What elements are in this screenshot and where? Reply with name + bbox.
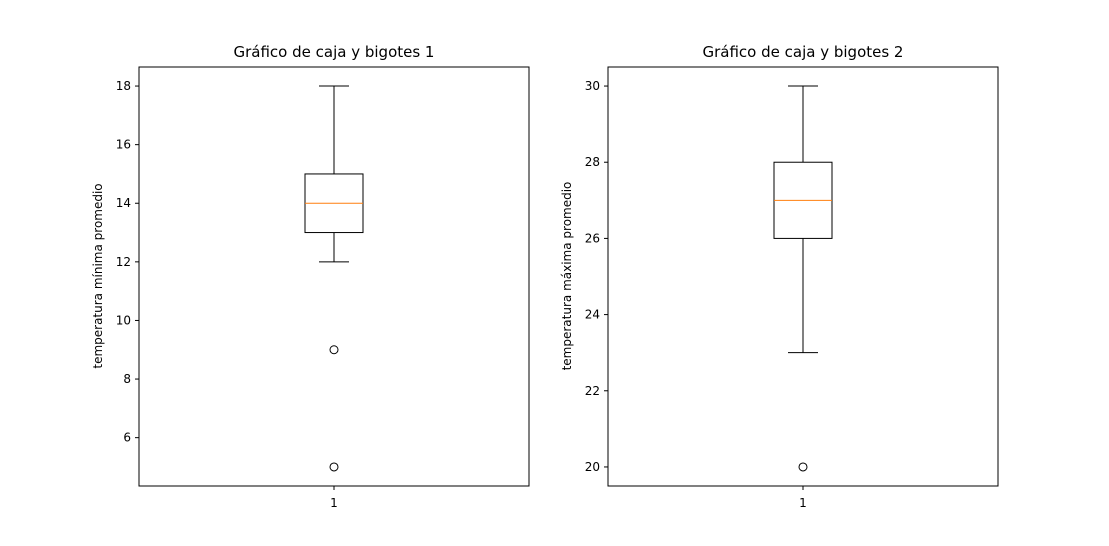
x-tick-label: 1 [799, 496, 807, 510]
y-tick-label: 22 [585, 384, 600, 398]
y-tick-label: 8 [123, 372, 131, 386]
boxplot [773, 85, 833, 472]
y-tick-label: 12 [116, 255, 131, 269]
outlier-point [798, 462, 808, 472]
y-tick-label: 16 [116, 138, 131, 152]
y-tick-label: 24 [585, 308, 600, 322]
chart-title: Gráfico de caja y bigotes 2 [703, 43, 904, 61]
y-axis-label: temperatura máxima promedio [560, 182, 574, 371]
y-axis-label: temperatura mínima promedio [91, 183, 105, 368]
y-tick-label: 20 [585, 460, 600, 474]
outlier-point [329, 345, 339, 355]
chart-title: Gráfico de caja y bigotes 1 [234, 43, 435, 61]
chart-panel-2: Gráfico de caja y bigotes 2 temperatura … [560, 43, 999, 510]
x-tick-label: 1 [330, 496, 338, 510]
y-tick-label: 14 [116, 196, 131, 210]
y-tick-label: 6 [123, 431, 131, 445]
chart-panel-1: Gráfico de caja y bigotes 1 temperatura … [91, 43, 530, 510]
y-tick-label: 30 [585, 79, 600, 93]
y-tick-label: 28 [585, 155, 600, 169]
y-axis-ticks: 6 8 10 12 14 16 18 [116, 79, 139, 445]
y-tick-label: 26 [585, 231, 600, 245]
y-axis-ticks: 20 22 24 26 28 30 [585, 79, 608, 474]
outlier-point [329, 462, 339, 472]
y-tick-label: 10 [116, 313, 131, 327]
boxplot [304, 85, 364, 472]
y-tick-label: 18 [116, 79, 131, 93]
